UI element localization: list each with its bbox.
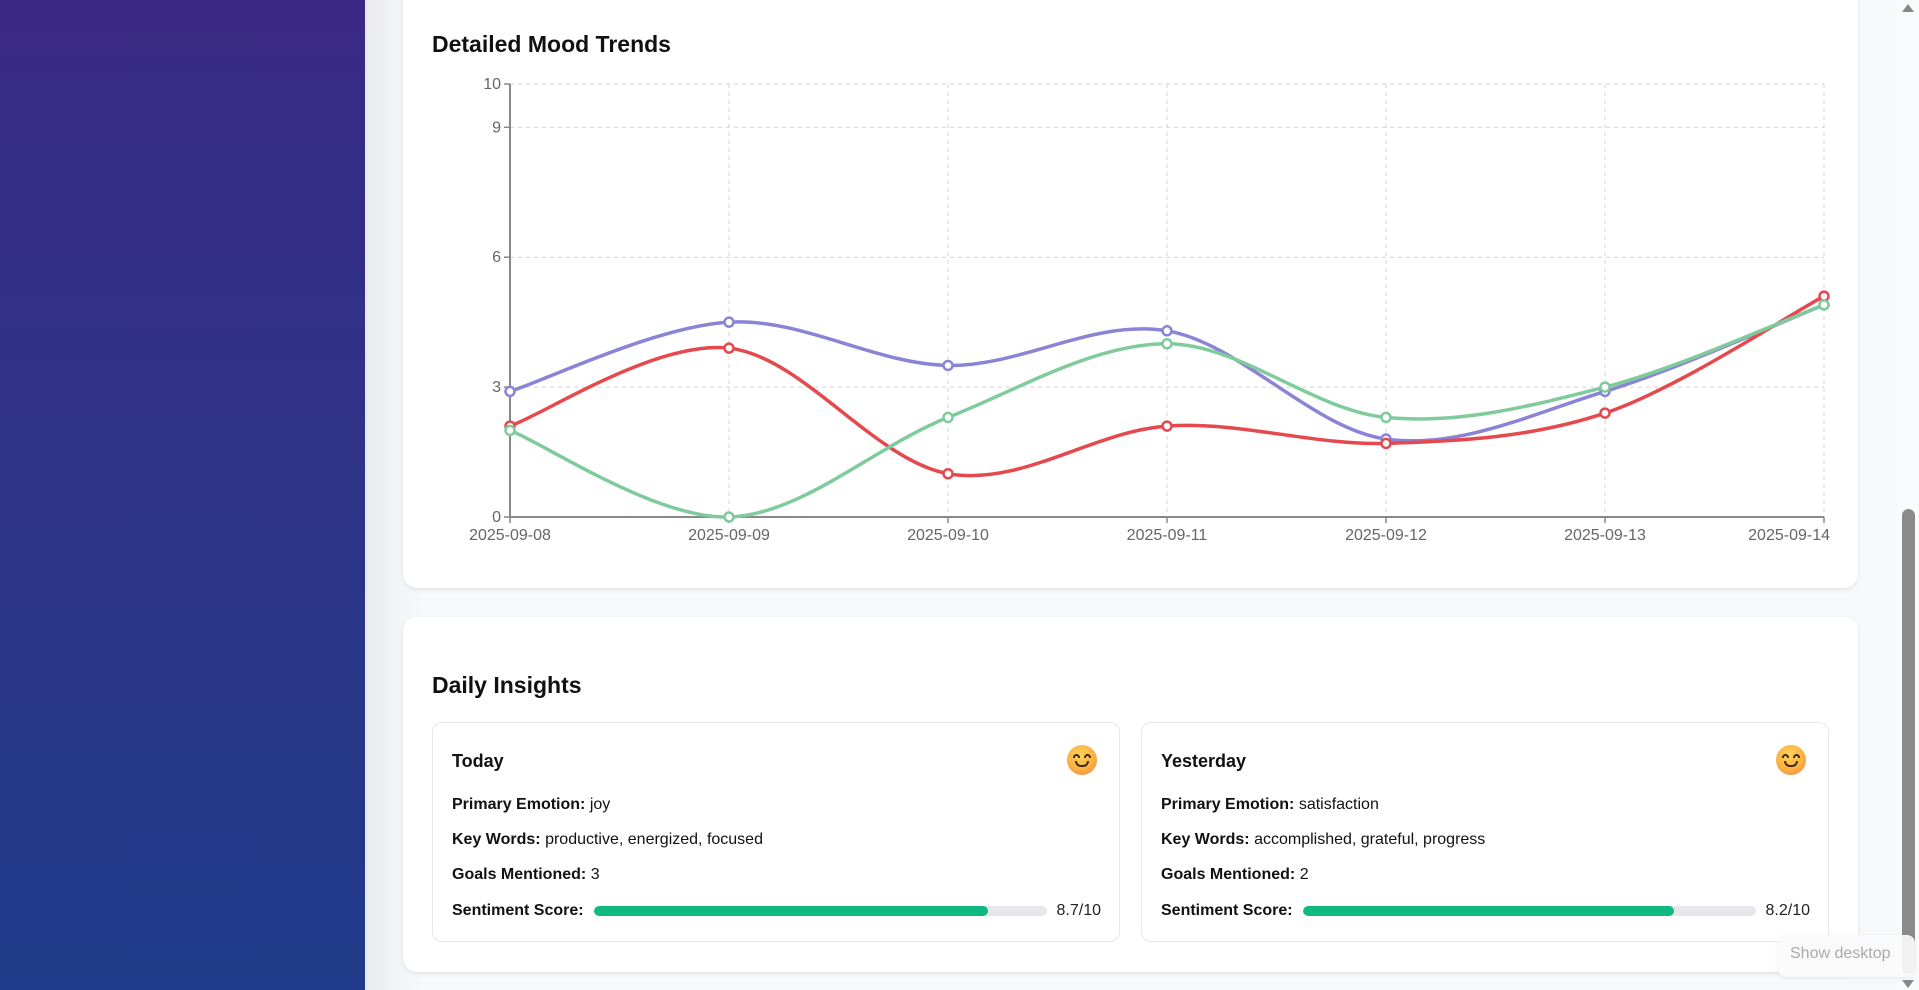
- data-point-series-1: [1161, 325, 1173, 337]
- goals-label: Goals Mentioned:: [1161, 866, 1296, 883]
- mood-trends-card: Detailed Mood Trends 0 3 6 9 10 2025-09-08 202…: [403, 0, 1858, 588]
- x-tick-label: 2025-09-11: [1127, 527, 1208, 544]
- insight-card-today: Today Primary Emotion: joy Key Words: pr…: [432, 722, 1120, 942]
- y-tick-label: 9: [492, 119, 501, 136]
- sentiment-bar-fill: [1302, 906, 1674, 916]
- y-tick-label: 10: [483, 76, 501, 93]
- data-point-series-2: [1161, 420, 1173, 432]
- key-words: Key Words: productive, energized, focuse…: [452, 831, 763, 849]
- insight-card-yesterday: Yesterday Primary Emotion: satisfaction …: [1141, 722, 1829, 942]
- x-tick-label: 2025-09-09: [688, 527, 770, 544]
- insights-title: Daily Insights: [432, 672, 582, 698]
- key-words-value: productive, energized, focused: [545, 831, 763, 848]
- sentiment-value: 8.7/10: [1056, 902, 1101, 919]
- key-words-value: accomplished, grateful, progress: [1254, 831, 1486, 848]
- sentiment-score: Sentiment Score: 8.7/10: [452, 901, 1101, 921]
- sentiment-value: 8.2/10: [1765, 902, 1810, 919]
- vertical-scrollbar[interactable]: [1897, 0, 1919, 990]
- data-point-series-3: [1599, 381, 1611, 393]
- x-tick-label: 2025-09-10: [907, 527, 989, 544]
- scroll-down-arrow-icon[interactable]: [1902, 980, 1914, 988]
- sentiment-label: Sentiment Score:: [452, 902, 584, 919]
- data-point-series-3: [1818, 299, 1830, 311]
- primary-emotion-label: Primary Emotion:: [452, 796, 586, 813]
- primary-emotion: Primary Emotion: satisfaction: [1161, 796, 1379, 814]
- goals-mentioned: Goals Mentioned: 3: [452, 866, 600, 884]
- data-point-series-2: [942, 467, 954, 480]
- smiling-face-icon: [1067, 745, 1097, 775]
- data-point-series-2: [1599, 407, 1611, 419]
- show-desktop-tooltip: Show desktop: [1778, 935, 1915, 977]
- data-point-series-3: [1380, 411, 1392, 424]
- sentiment-bar: [1302, 906, 1756, 916]
- data-point-series-3: [942, 411, 954, 424]
- primary-emotion-label: Primary Emotion:: [1161, 796, 1295, 813]
- x-tick-label: 2025-09-14: [1748, 527, 1830, 544]
- data-point-series-1: [723, 316, 735, 328]
- data-point-series-1: [504, 385, 516, 398]
- chart-grid: [510, 83, 1825, 517]
- goals-label: Goals Mentioned:: [452, 866, 587, 883]
- y-tick-label: 0: [492, 509, 501, 526]
- primary-emotion-value: satisfaction: [1298, 796, 1379, 813]
- key-words-label: Key Words:: [452, 831, 541, 848]
- data-point-series-1: [942, 359, 954, 372]
- y-tick-label: 6: [492, 249, 501, 266]
- goals-mentioned: Goals Mentioned: 2: [1161, 866, 1309, 884]
- data-point-series-3: [723, 511, 735, 523]
- mood-trends-chart: 0 3 6 9 10 2025-09-08 2025-09-09 2025-09-10 2025…: [469, 76, 1830, 544]
- x-tick-label: 2025-09-13: [1564, 527, 1646, 544]
- chart-points: [504, 290, 1830, 523]
- primary-emotion-value: joy: [589, 796, 611, 813]
- goals-value: 3: [590, 866, 600, 883]
- data-point-series-3: [504, 424, 516, 437]
- goals-value: 2: [1299, 866, 1309, 883]
- smiling-face-icon: [1776, 745, 1806, 775]
- sentiment-score: Sentiment Score: 8.2/10: [1161, 901, 1810, 921]
- scrollbar-thumb[interactable]: [1902, 509, 1915, 974]
- x-tick-label: 2025-09-12: [1345, 527, 1427, 544]
- sentiment-bar-fill: [593, 906, 988, 916]
- insight-day: Yesterday: [1161, 751, 1247, 771]
- chart-axes: 0 3 6 9 10 2025-09-08 2025-09-09 2025-09-10 2025…: [469, 76, 1830, 544]
- primary-emotion: Primary Emotion: joy: [452, 796, 610, 814]
- data-point-series-3: [1161, 338, 1173, 350]
- key-words: Key Words: accomplished, grateful, progr…: [1161, 831, 1485, 849]
- sidebar: [0, 0, 365, 990]
- key-words-label: Key Words:: [1161, 831, 1250, 848]
- data-point-series-2: [723, 342, 735, 354]
- sentiment-label: Sentiment Score:: [1161, 902, 1293, 919]
- y-tick-label: 3: [492, 379, 501, 396]
- insight-day: Today: [452, 751, 504, 771]
- sentiment-bar: [593, 906, 1047, 916]
- daily-insights-card: Daily Insights Today Primary Emotion: jo…: [403, 617, 1858, 972]
- x-tick-label: 2025-09-08: [469, 527, 551, 544]
- data-point-series-2: [1380, 437, 1392, 450]
- chart-title: Detailed Mood Trends: [432, 31, 671, 57]
- scroll-up-arrow-icon[interactable]: [1902, 4, 1914, 12]
